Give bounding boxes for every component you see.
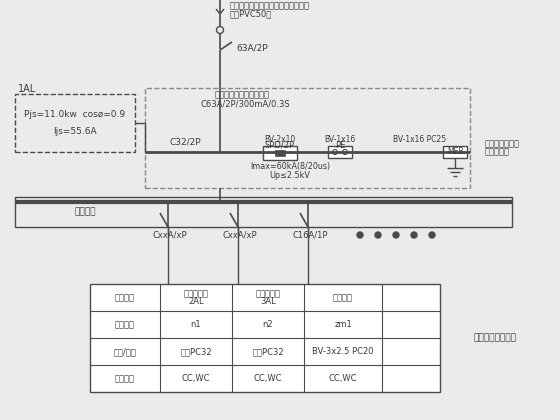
Text: 导线/管径: 导线/管径 (114, 347, 137, 356)
Text: 敷设方式: 敷设方式 (115, 374, 135, 383)
Text: n1: n1 (191, 320, 201, 329)
Text: 预埋PC32: 预埋PC32 (180, 347, 212, 356)
Text: 2AL: 2AL (188, 297, 204, 306)
Circle shape (375, 232, 381, 238)
Bar (15, 94, 135, 152)
Text: 一层照明: 一层照明 (333, 293, 353, 302)
Text: 二层配电箱: 二层配电箱 (184, 289, 208, 298)
Text: BV-1x16: BV-1x16 (324, 136, 356, 144)
Text: BV-1x16 PC25: BV-1x16 PC25 (394, 136, 446, 144)
Text: MEB: MEB (447, 147, 463, 157)
Text: 三层配电箱: 三层配电箱 (255, 289, 281, 298)
Circle shape (411, 232, 417, 238)
Text: 详防雷设计: 详防雷设计 (485, 147, 510, 157)
Text: 回路名称: 回路名称 (115, 293, 135, 302)
Text: zm1: zm1 (334, 320, 352, 329)
Text: Up≤2.5kV: Up≤2.5kV (269, 171, 310, 179)
Text: 按甲方要求待业主: 按甲方要求待业主 (474, 333, 516, 342)
Text: 预埋PVC50管: 预埋PVC50管 (230, 10, 272, 18)
Text: C32/2P: C32/2P (169, 137, 201, 147)
Text: CxxA/xP: CxxA/xP (153, 231, 187, 239)
Text: 带隔离功能的塑壳断路器: 带隔离功能的塑壳断路器 (215, 90, 270, 100)
Text: BV-3x2.5 PC20: BV-3x2.5 PC20 (312, 347, 374, 356)
Text: PE: PE (335, 141, 345, 150)
Text: 预埋PC32: 预埋PC32 (252, 347, 284, 356)
Text: 3AL: 3AL (260, 297, 276, 306)
Circle shape (429, 232, 435, 238)
Text: Ijs=55.6A: Ijs=55.6A (53, 127, 97, 136)
Circle shape (393, 232, 399, 238)
Bar (15, 197, 512, 227)
Text: 等电位接地母排: 等电位接地母排 (485, 139, 520, 149)
Bar (145, 88, 470, 188)
Text: SPD/2P: SPD/2P (265, 141, 295, 150)
Text: CxxA/xP: CxxA/xP (223, 231, 257, 239)
Text: C63A/2P/300mA/0.3S: C63A/2P/300mA/0.3S (200, 100, 290, 108)
Circle shape (357, 232, 363, 238)
Bar (443, 146, 467, 158)
Text: 63A/2P: 63A/2P (236, 44, 268, 52)
Text: BV-2x10: BV-2x10 (264, 136, 296, 144)
Text: Imax=60kA(8/20us): Imax=60kA(8/20us) (250, 162, 330, 171)
Bar (275, 150, 285, 156)
Text: 1AL: 1AL (18, 84, 36, 94)
Text: C16A/1P: C16A/1P (292, 231, 328, 239)
Text: CC,WC: CC,WC (182, 374, 210, 383)
Text: 回路编号: 回路编号 (115, 320, 135, 329)
Bar (90, 284, 440, 392)
Text: Pjs=11.0kw  cosø=0.9: Pjs=11.0kw cosø=0.9 (25, 110, 125, 119)
Text: CC,WC: CC,WC (254, 374, 282, 383)
Text: 电源引入：详见小区供电电缆明细表: 电源引入：详见小区供电电缆明细表 (230, 2, 310, 10)
Text: n2: n2 (263, 320, 273, 329)
Text: CC,WC: CC,WC (329, 374, 357, 383)
Text: 业主自理: 业主自理 (74, 207, 96, 216)
Bar (328, 146, 352, 158)
Bar (263, 146, 297, 160)
